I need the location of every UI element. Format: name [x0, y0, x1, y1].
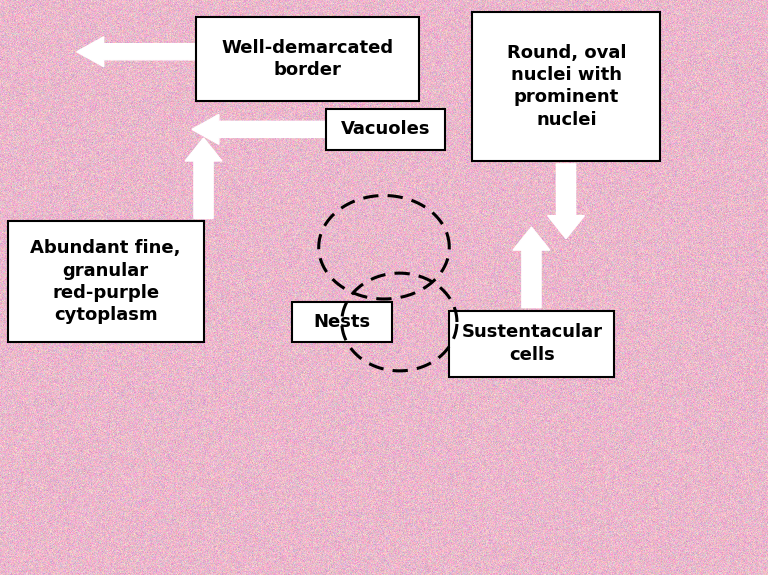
FancyBboxPatch shape — [472, 12, 660, 161]
FancyBboxPatch shape — [8, 221, 204, 342]
Text: Nests: Nests — [313, 313, 370, 331]
FancyArrow shape — [513, 227, 550, 308]
FancyBboxPatch shape — [449, 310, 614, 377]
FancyArrow shape — [77, 37, 196, 67]
Text: Sustentacular
cells: Sustentacular cells — [462, 324, 602, 363]
Text: Round, oval
nuclei with
prominent
nuclei: Round, oval nuclei with prominent nuclei — [507, 44, 626, 129]
Text: Vacuoles: Vacuoles — [341, 120, 431, 139]
FancyArrow shape — [192, 114, 326, 144]
FancyBboxPatch shape — [292, 302, 392, 342]
FancyBboxPatch shape — [326, 109, 445, 150]
FancyBboxPatch shape — [196, 17, 419, 101]
FancyArrow shape — [548, 164, 584, 239]
FancyArrow shape — [185, 138, 222, 218]
Text: Well-demarcated
border: Well-demarcated border — [221, 39, 393, 79]
Text: Abundant fine,
granular
red-purple
cytoplasm: Abundant fine, granular red-purple cytop… — [31, 239, 180, 324]
